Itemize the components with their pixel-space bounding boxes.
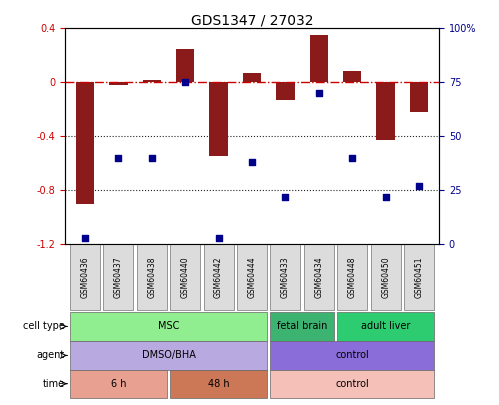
- Point: [348, 155, 356, 161]
- Text: GSM60436: GSM60436: [80, 256, 89, 298]
- Text: GSM60434: GSM60434: [314, 256, 323, 298]
- Text: 48 h: 48 h: [208, 379, 230, 389]
- Text: GSM60433: GSM60433: [281, 256, 290, 298]
- FancyBboxPatch shape: [170, 370, 267, 398]
- FancyBboxPatch shape: [270, 341, 434, 370]
- Bar: [176, 49, 194, 82]
- Text: cell type: cell type: [23, 322, 65, 331]
- Point: [415, 183, 423, 189]
- FancyBboxPatch shape: [170, 244, 200, 310]
- FancyBboxPatch shape: [237, 244, 267, 310]
- Text: adult liver: adult liver: [361, 322, 410, 331]
- Bar: [276, 82, 294, 100]
- Point: [81, 234, 89, 241]
- Bar: [76, 82, 94, 204]
- Bar: [376, 82, 395, 140]
- FancyBboxPatch shape: [103, 244, 133, 310]
- Point: [181, 79, 189, 85]
- FancyBboxPatch shape: [404, 244, 434, 310]
- Text: GSM60442: GSM60442: [214, 256, 223, 298]
- Text: GSM60444: GSM60444: [248, 256, 256, 298]
- Bar: [343, 72, 361, 82]
- Text: MSC: MSC: [158, 322, 179, 331]
- FancyBboxPatch shape: [371, 244, 401, 310]
- FancyBboxPatch shape: [270, 370, 434, 398]
- Bar: [243, 73, 261, 82]
- Text: agent: agent: [36, 350, 65, 360]
- Text: fetal brain: fetal brain: [277, 322, 327, 331]
- FancyBboxPatch shape: [304, 244, 334, 310]
- Text: DMSO/BHA: DMSO/BHA: [142, 350, 196, 360]
- FancyBboxPatch shape: [70, 370, 167, 398]
- FancyBboxPatch shape: [204, 244, 234, 310]
- Point: [382, 193, 390, 200]
- Bar: [410, 82, 428, 112]
- FancyBboxPatch shape: [337, 311, 434, 341]
- Text: control: control: [335, 350, 369, 360]
- Title: GDS1347 / 27032: GDS1347 / 27032: [191, 13, 313, 27]
- FancyBboxPatch shape: [70, 244, 100, 310]
- Point: [315, 90, 323, 96]
- Bar: [310, 35, 328, 82]
- Text: GSM60451: GSM60451: [415, 256, 424, 298]
- FancyBboxPatch shape: [270, 311, 334, 341]
- Bar: [210, 82, 228, 156]
- Text: GSM60440: GSM60440: [181, 256, 190, 298]
- FancyBboxPatch shape: [137, 244, 167, 310]
- Point: [114, 155, 122, 161]
- FancyBboxPatch shape: [337, 244, 367, 310]
- Point: [148, 155, 156, 161]
- Point: [248, 159, 256, 165]
- Text: GSM60450: GSM60450: [381, 256, 390, 298]
- Text: GSM60438: GSM60438: [147, 256, 156, 298]
- FancyBboxPatch shape: [70, 341, 267, 370]
- Text: GSM60448: GSM60448: [348, 256, 357, 298]
- Text: 6 h: 6 h: [111, 379, 126, 389]
- FancyBboxPatch shape: [270, 244, 300, 310]
- Text: GSM60437: GSM60437: [114, 256, 123, 298]
- Point: [281, 193, 289, 200]
- Bar: [109, 82, 128, 85]
- Point: [215, 234, 223, 241]
- Text: control: control: [335, 379, 369, 389]
- Text: time: time: [43, 379, 65, 389]
- Bar: [143, 79, 161, 82]
- FancyBboxPatch shape: [70, 311, 267, 341]
